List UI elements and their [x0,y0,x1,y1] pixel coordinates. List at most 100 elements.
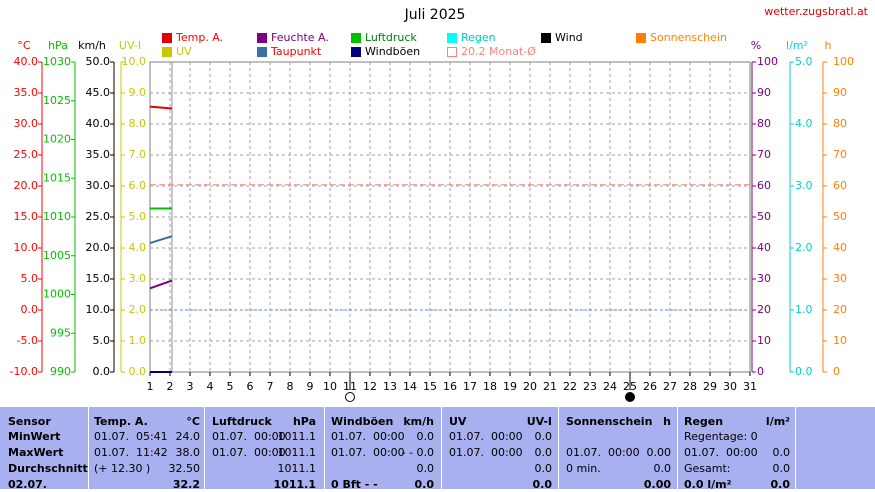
x-tick-label: 22 [563,380,577,393]
y-tick-label: 2.0 [795,241,813,254]
table-cell: 01.07. 00:00 [331,446,405,459]
table-cell: 01.07. 11:42 [94,446,168,459]
table-cell: 01.07. 00:00 [449,446,523,459]
x-tick-label: 3 [187,380,194,393]
table-cell: 02.07. [8,478,47,491]
table-cell: km/h [403,415,434,428]
y-tick-label: -5.0 [17,334,38,347]
x-tick-label: 20 [523,380,537,393]
table-cell: (+ 12.30 ) [94,462,151,475]
table-cell: UV-I [526,415,552,428]
x-tick-label: 13 [383,380,397,393]
y-tick-label: 40 [757,241,771,254]
legend-label: Regen [461,31,496,44]
y-tick-label: 4.0 [129,241,147,254]
x-tick-label: 11 [343,380,357,393]
y-tick-label: 40 [833,241,847,254]
legend-label: 20.2 Monat-Ø [461,45,536,58]
y-tick-label: 0.0 [21,303,39,316]
legend-swatch [257,33,267,43]
y-tick-label: 2.0 [129,303,147,316]
y-tick-label: 60 [833,179,847,192]
legend-label: UV [176,45,192,58]
x-tick-label: 12 [363,380,377,393]
y-tick-label: 3.0 [795,179,813,192]
source: wetter.zugsbratl.at [764,5,868,18]
legend-label: Feuchte A. [271,31,329,44]
y-tick-label: 0 [833,365,840,378]
legend-value: 20.2 [461,45,486,58]
table-cell: 0.0 l/m² [684,478,732,491]
x-tick-label: 29 [703,380,717,393]
x-tick-label: 25 [623,380,637,393]
x-tick-label: 4 [207,380,214,393]
table-cell: Durchschnitt [8,462,88,475]
axis-unit: l/m² [786,39,808,52]
y-tick-label: 995 [50,326,71,339]
y-tick-label: 20.0 [14,179,39,192]
y-tick-label: 0 [757,365,764,378]
y-tick-label: 80 [833,117,847,130]
y-tick-label: 40.0 [86,117,111,130]
y-tick-label: 30.0 [86,179,111,192]
y-tick-label: 30 [757,272,771,285]
chart: Juli 2025 wetter.zugsbratl.at °C -10.0 -5.… [10,5,869,402]
x-tick-label: 26 [643,380,657,393]
axis-unit: % [751,39,761,52]
y-tick-label: 90 [833,86,847,99]
legend-label: Windböen [365,45,420,58]
axis-unit: km/h [78,39,106,52]
table-cell: Sonnenschein [566,415,653,428]
legend-swatch [351,33,361,43]
column-separator [88,407,89,489]
table-cell: 32.50 [168,462,201,475]
legend-swatch [447,33,457,43]
y-tick-label: 15.0 [14,210,39,223]
y-tick-label: 10.0 [14,241,39,254]
legend-label: Sonnenschein [650,31,727,44]
x-tick-label: 10 [323,380,337,393]
y-tick-label: 10.0 [122,55,147,68]
table-cell: 01.07. 00:00 [331,430,405,443]
x-tick-label: 24 [603,380,617,393]
y-tick-label: 1.0 [795,303,813,316]
x-tick-label: 9 [307,380,314,393]
table-cell: MinWert [8,430,61,443]
table-cell: 01.07. 00:00 [449,430,523,443]
column-separator [795,407,796,489]
table-cell: - - 0.0 [401,446,434,459]
y-tick-label: 20 [833,303,847,316]
y-tick-label: 100 [833,55,854,68]
y-tick-label: 90 [757,86,771,99]
x-tick-label: 14 [403,380,417,393]
x-tick-label: 19 [503,380,517,393]
table-cell: 0.0 [772,446,791,459]
table-cell: Sensor [8,415,51,428]
y-tick-label: 0.0 [795,365,813,378]
table-cell: 0.0 [534,430,553,443]
table-cell: 1011.1 [277,430,317,443]
legend-swatch [162,47,172,57]
y-tick-label: 1025 [43,94,71,107]
table-cell: hPa [292,415,316,428]
column-separator [324,407,325,489]
y-tick-label: 10 [833,334,847,347]
x-tick-label: 18 [483,380,497,393]
table-cell: 0.00 [646,446,672,459]
chart-title: Juli 2025 [404,7,466,23]
table-cell: Luftdruck [212,415,272,428]
table-cell: 0 min. [566,462,601,475]
table-cell: 0.0 [532,478,553,491]
x-tick-label: 21 [543,380,557,393]
table-cell: 32.2 [172,478,200,491]
table-cell: 1011.1 [277,446,317,459]
y-tick-label: 8.0 [129,117,147,130]
y-tick-label: 0.0 [93,365,111,378]
y-tick-label: 50 [757,210,771,223]
y-tick-label: 50 [833,210,847,223]
legend-swatch [162,33,172,43]
y-tick-label: 20 [757,303,771,316]
table-cell: 0.0 [772,462,791,475]
y-tick-label: 1.0 [129,334,147,347]
y-tick-label: -10.0 [10,365,38,378]
